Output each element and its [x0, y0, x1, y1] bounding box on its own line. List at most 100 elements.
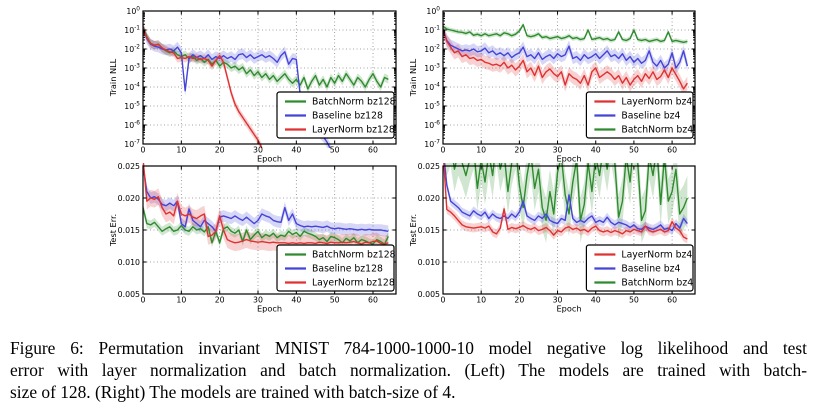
svg-text:30: 30	[553, 146, 563, 155]
line-baseline-bz4	[442, 28, 689, 69]
svg-text:0.020: 0.020	[418, 194, 440, 203]
band-batchnorm-bz4	[443, 163, 688, 243]
svg-text:60: 60	[368, 146, 378, 155]
subplot-train-nll-bz4: 0 10 20 30 40 50 60 100 10-1 10-2 10-3 10-4 10-5 10-6…	[408, 6, 696, 164]
svg-text:60: 60	[368, 296, 378, 305]
svg-text:40: 40	[591, 296, 601, 305]
line-baseline-bz128	[142, 27, 331, 148]
tick-marks	[142, 10, 396, 145]
svg-text:10: 10	[176, 146, 186, 155]
svg-text:50: 50	[330, 146, 340, 155]
svg-text:60: 60	[667, 296, 677, 305]
caption-line-1: Figure 6: Permutation invariant MNIST 78…	[10, 338, 807, 358]
svg-text:10-5: 10-5	[124, 101, 140, 110]
line-layernorm-bz128	[142, 26, 263, 148]
svg-text:20: 20	[514, 296, 524, 305]
tick-labels: 0 10 20 30 40 50 60 100 10-1 10-2 10-3 10-4 10-5 10-6…	[124, 6, 378, 154]
svg-text:0.005: 0.005	[118, 290, 140, 299]
svg-text:0.010: 0.010	[418, 258, 440, 267]
svg-text:0.015: 0.015	[118, 226, 140, 235]
svg-text:10-6: 10-6	[124, 120, 140, 129]
tick-marks	[142, 165, 396, 295]
tick-labels: 0 10 20 30 40 50 60 0.025 0.020 0.015 0.010 0.005	[418, 162, 677, 305]
subplot-test-err-bz128: 0 10 20 30 40 50 60 0.025 0.020 0.015 0.010 0.005 Ep…	[108, 162, 397, 314]
svg-text:50: 50	[330, 296, 340, 305]
svg-text:0: 0	[441, 296, 446, 305]
svg-text:10: 10	[476, 296, 486, 305]
legend: LayerNorm bz4 Baseline bz4 BatchNorm bz4	[585, 91, 694, 139]
x-axis-label: Epoch	[257, 154, 282, 164]
svg-text:20: 20	[215, 146, 225, 155]
svg-text:0.015: 0.015	[418, 226, 440, 235]
svg-text:0.005: 0.005	[418, 290, 440, 299]
x-axis-label: Epoch	[556, 154, 581, 164]
legend-label: LayerNorm bz4	[621, 97, 692, 108]
svg-text:10: 10	[476, 146, 486, 155]
y-axis-label: Train NLL	[408, 58, 418, 97]
legend-label: LayerNorm bz128	[312, 278, 395, 289]
svg-text:0.025: 0.025	[418, 162, 440, 171]
svg-text:60: 60	[667, 146, 677, 155]
band-baseline-bz128	[143, 163, 389, 238]
line-batchnorm-bz4	[442, 23, 688, 44]
svg-text:0.010: 0.010	[118, 258, 140, 267]
svg-text:0: 0	[141, 146, 146, 155]
band-layernorm-bz128	[143, 163, 389, 253]
legend: LayerNorm bz4 Baseline bz4 BatchNorm bz4	[585, 244, 694, 292]
line-batchnorm-bz128	[142, 207, 389, 245]
legend: BatchNorm bz128 Baseline bz128 LayerNorm b…	[276, 91, 396, 139]
svg-text:10-4: 10-4	[424, 82, 440, 91]
legend: BatchNorm bz128 Baseline bz128 LayerNorm b…	[276, 244, 396, 292]
svg-text:0: 0	[141, 296, 146, 305]
svg-text:10-5: 10-5	[424, 101, 440, 110]
tick-labels: 0 10 20 30 40 50 60 0.025 0.020 0.015 0.010 0.005	[118, 162, 378, 305]
line-layernorm-bz4	[442, 28, 688, 90]
svg-text:40: 40	[591, 146, 601, 155]
svg-text:10: 10	[176, 296, 186, 305]
legend-label: BatchNorm bz128	[312, 250, 396, 261]
svg-text:30: 30	[253, 146, 263, 155]
plots-figure: 0 10 20 30 40 50 6010010-110-210-310-410-510-6…	[108, 6, 696, 314]
legend-label: LayerNorm bz4	[621, 250, 692, 261]
line-baseline-bz128	[142, 164, 389, 232]
y-axis-label: Test Err.	[408, 214, 418, 247]
legend-label: LayerNorm bz128	[312, 125, 395, 136]
legend-label: Baseline bz4	[621, 111, 680, 122]
svg-text:10-7: 10-7	[424, 139, 440, 148]
svg-text:10-3: 10-3	[124, 63, 140, 72]
legend-label: BatchNorm bz128	[312, 97, 396, 108]
svg-text:10-4: 10-4	[124, 82, 140, 91]
subplot-train-nll-bz128: 0 10 20 30 40 50 60 100 10-1 10-2 10-3 10-4 10-5 10-6…	[108, 6, 397, 164]
legend-label: Baseline bz4	[621, 264, 680, 275]
svg-text:0: 0	[441, 146, 446, 155]
svg-text:10-1: 10-1	[424, 25, 440, 34]
caption-line-3: size of 128. (Right) The models are trai…	[10, 382, 456, 402]
legend-label: BatchNorm bz4	[621, 278, 693, 289]
tick-labels: 0 10 20 30 40 50 60 100 10-1 10-2 10-3 10-4 10-5 10-6…	[424, 6, 677, 154]
svg-text:20: 20	[514, 146, 524, 155]
caption-line-2: error with layer normalization and batch…	[10, 360, 807, 380]
y-axis-label: Train NLL	[108, 58, 118, 97]
legend-label: Baseline bz128	[312, 264, 383, 275]
svg-text:50: 50	[629, 146, 639, 155]
tick-marks	[442, 10, 695, 145]
svg-text:50: 50	[629, 296, 639, 305]
subplot-test-err-bz4: 0 10 20 30 40 50 60 0.025 0.020 0.015 0.010 0.005 Ep…	[408, 162, 696, 314]
svg-text:100: 100	[126, 6, 140, 15]
svg-text:20: 20	[215, 296, 225, 305]
svg-text:10-2: 10-2	[424, 44, 440, 53]
figure-caption: Figure 6: Permutation invariant MNIST 78…	[10, 337, 807, 403]
svg-text:100: 100	[426, 6, 440, 15]
svg-text:10-7: 10-7	[124, 139, 140, 148]
line-batchnorm-bz4	[452, 163, 689, 222]
line-batchnorm-bz128	[142, 26, 389, 90]
line-layernorm-bz128	[142, 163, 389, 245]
tick-marks	[442, 165, 695, 295]
x-axis-label: Epoch	[556, 304, 581, 314]
svg-text:40: 40	[291, 146, 301, 155]
svg-text:30: 30	[553, 296, 563, 305]
legend-label: Baseline bz128	[312, 111, 383, 122]
x-axis-label: Epoch	[257, 304, 282, 314]
band-baseline-bz128	[143, 22, 331, 148]
